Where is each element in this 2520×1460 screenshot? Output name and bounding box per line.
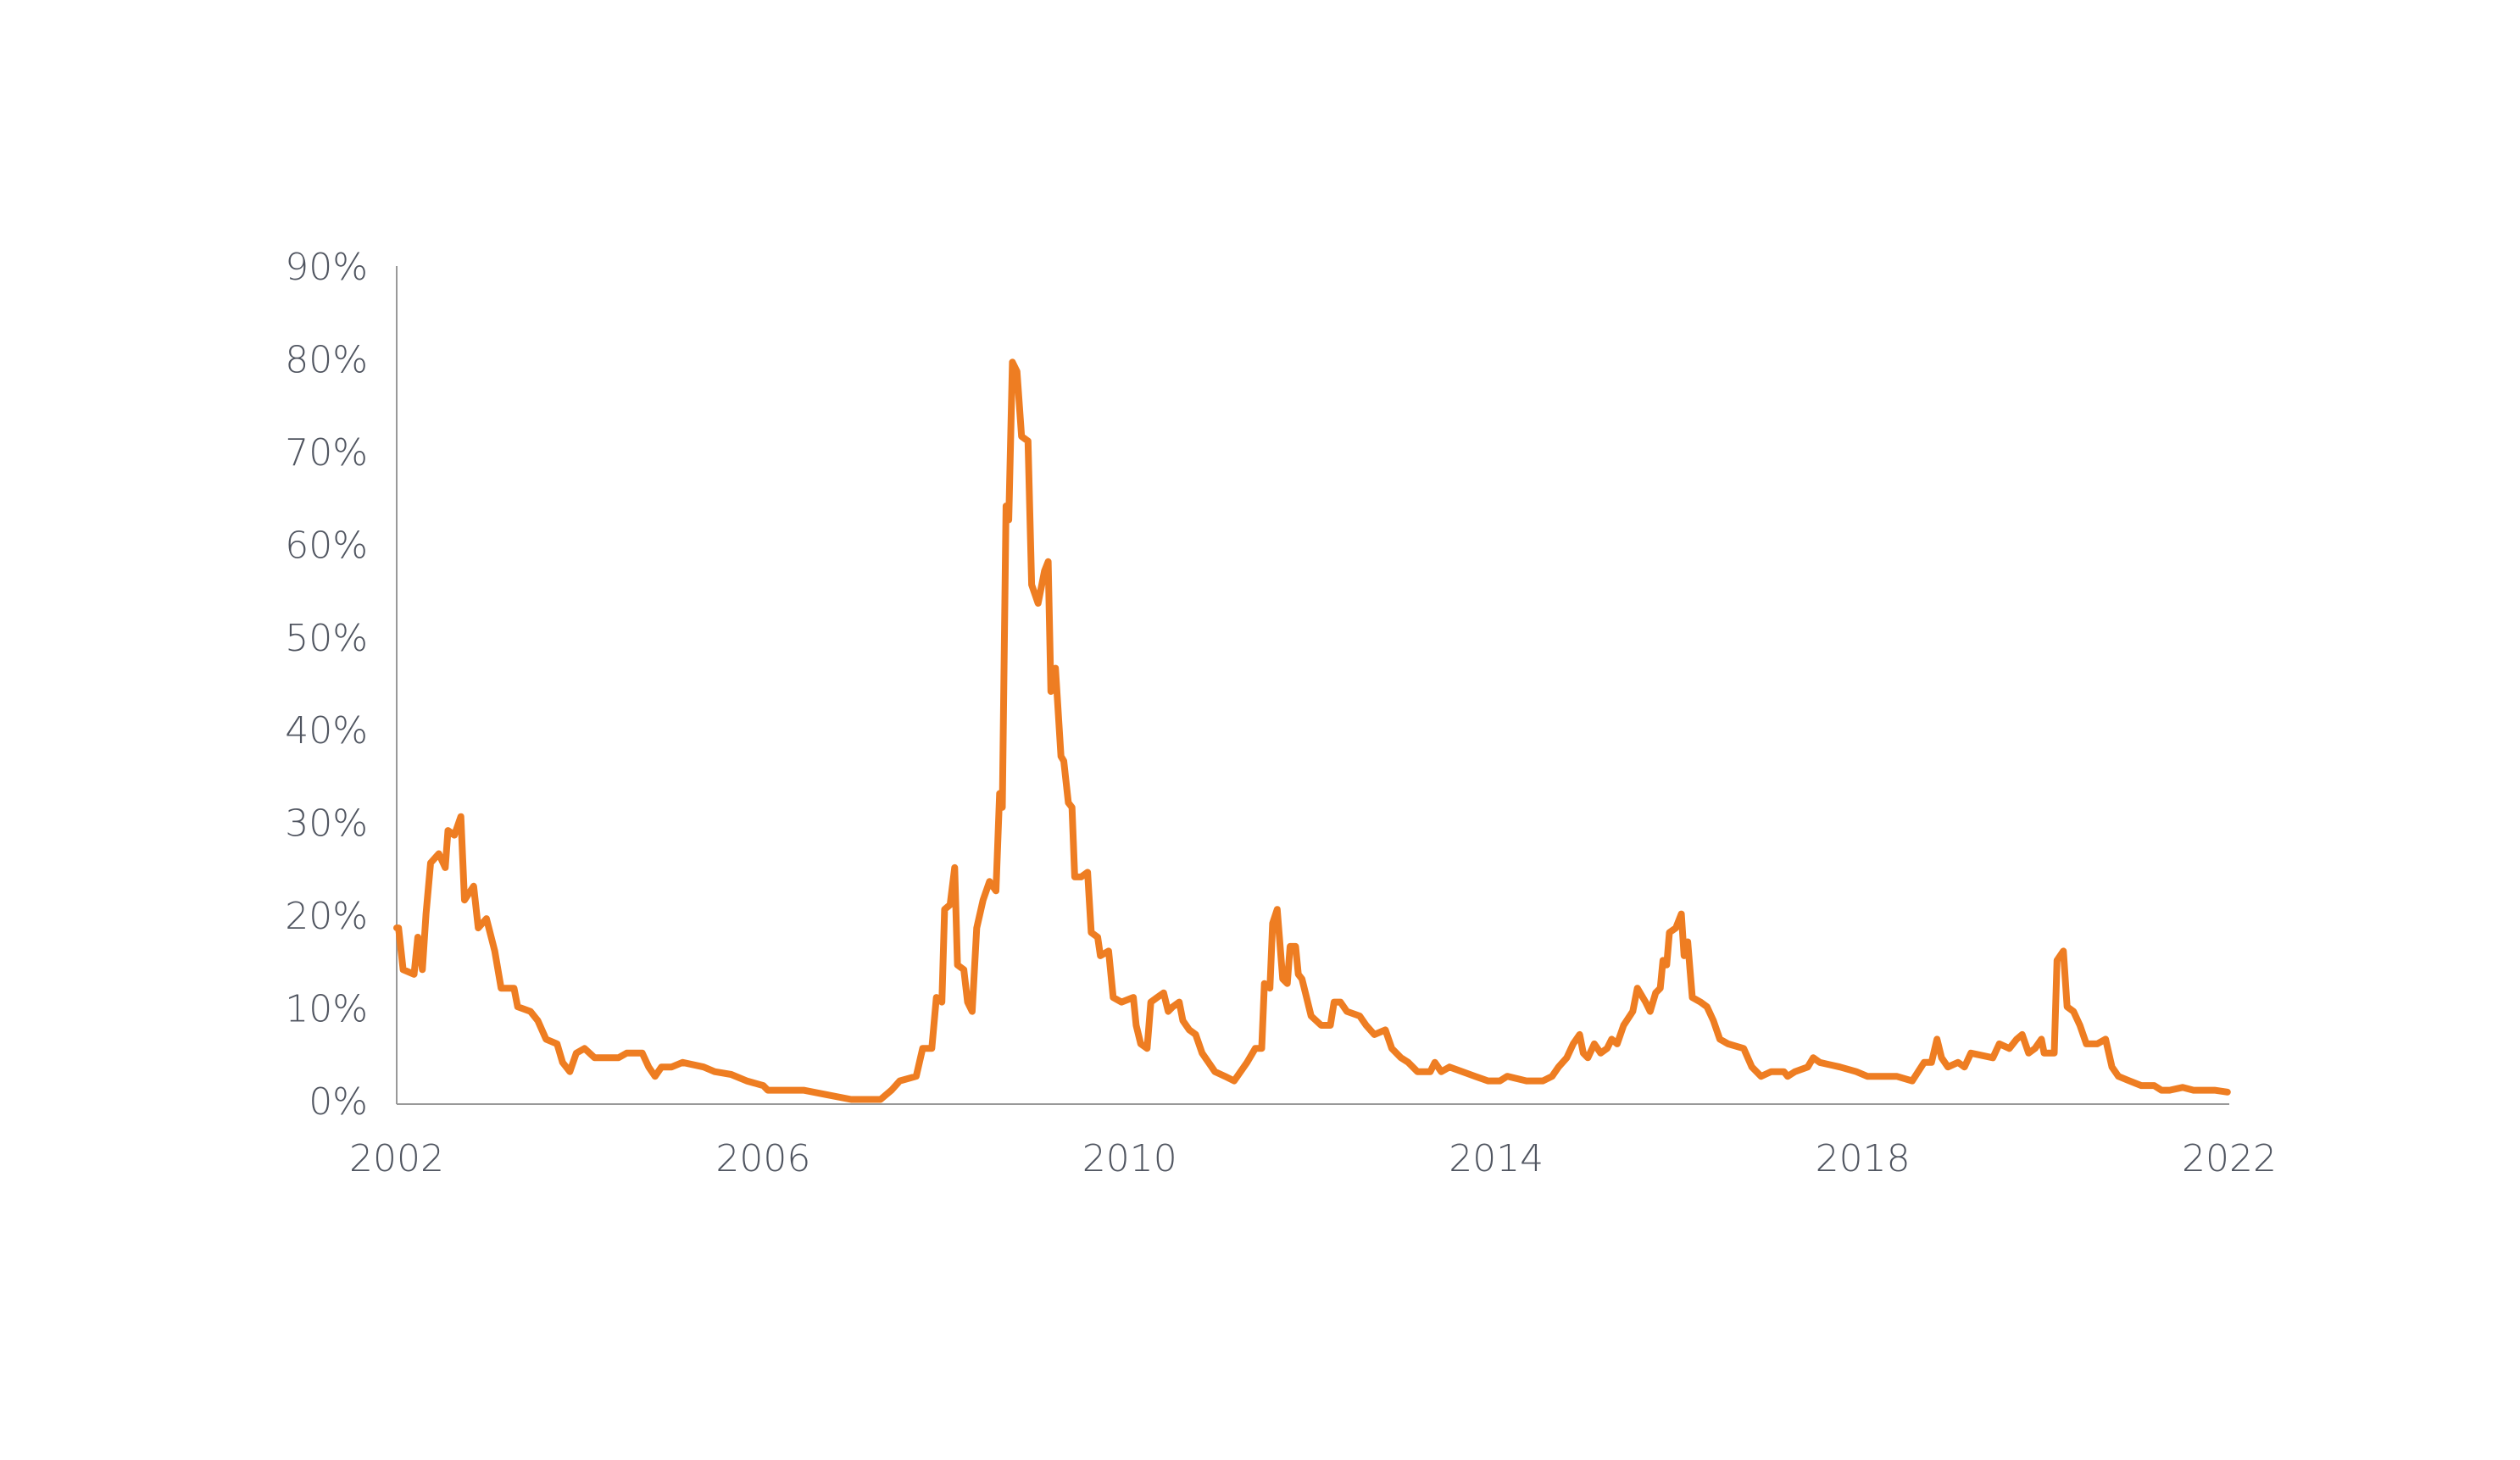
y-tick-label: 90% — [285, 246, 368, 289]
x-tick-label: 2006 — [715, 1137, 810, 1180]
x-tick-label: 2018 — [1816, 1137, 1911, 1180]
y-tick-label: 50% — [285, 617, 368, 660]
y-tick-label: 20% — [285, 895, 368, 938]
y-tick-label: 60% — [285, 524, 368, 567]
y-tick-label: 0% — [309, 1080, 368, 1124]
y-tick-label: 10% — [285, 988, 368, 1031]
x-tick-label: 2022 — [2182, 1137, 2277, 1180]
x-tick-label: 2002 — [349, 1137, 444, 1180]
y-tick-label: 80% — [285, 338, 368, 381]
x-tick-label: 2010 — [1082, 1137, 1177, 1180]
y-tick-label: 40% — [285, 709, 368, 752]
y-tick-label: 30% — [285, 802, 368, 846]
y-tick-label: 70% — [285, 431, 368, 475]
line — [393, 358, 2231, 1103]
x-tick-label: 2014 — [1449, 1137, 1544, 1180]
